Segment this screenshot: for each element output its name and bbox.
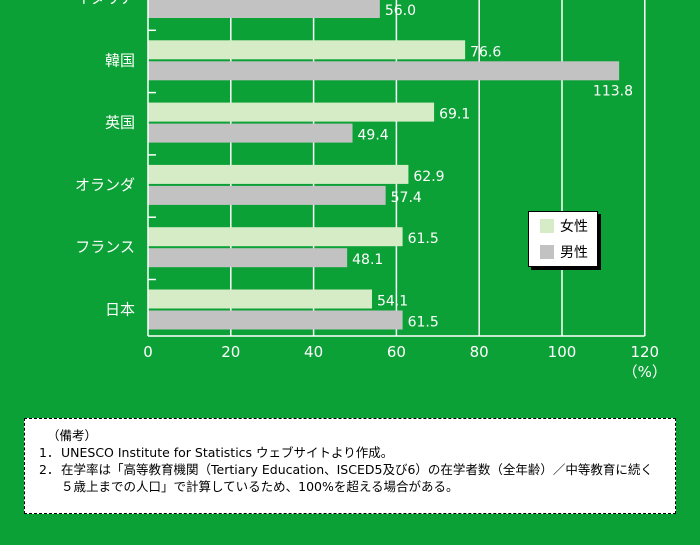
x-unit-label: （%）: [623, 363, 667, 381]
value-label-male-1: 113.8: [593, 83, 633, 99]
bar-female-4: [148, 227, 403, 247]
bar-female-5: [148, 289, 372, 309]
category-label-3: オランダ: [75, 176, 135, 194]
value-label-male-0: 56.0: [385, 3, 416, 19]
bar-female-3: [148, 164, 409, 184]
value-label-male-5: 61.5: [408, 315, 439, 331]
category-label-2: 英国: [105, 114, 135, 132]
notes-header: （備考）: [47, 428, 98, 443]
x-tick-label-60: 60: [387, 343, 406, 361]
bar-male-1: [148, 61, 620, 81]
bar-male-5: [148, 310, 403, 330]
value-label-male-3: 57.4: [391, 190, 422, 206]
bar-male-4: [148, 248, 348, 268]
notes-box: （備考） 1． UNESCO Institute for Statistics …: [24, 418, 676, 514]
x-tick-label-120: 120: [630, 343, 659, 361]
legend-swatch-male: [540, 245, 554, 259]
legend-label-male: 男性: [560, 245, 588, 261]
bar-male-3: [148, 185, 386, 205]
value-label-male-2: 49.4: [358, 128, 389, 144]
category-label-5: 日本: [105, 301, 135, 319]
x-tick-label-0: 0: [143, 343, 153, 361]
value-label-female-2: 69.1: [439, 107, 470, 123]
legend: 女性 男性: [528, 211, 598, 267]
note-item-1: 1． UNESCO Institute for Statistics ウェブサイ…: [39, 444, 661, 461]
value-label-female-5: 54.1: [377, 294, 408, 310]
note-number-1: 1．: [39, 445, 60, 460]
legend-swatch-female: [540, 219, 554, 233]
value-label-male-4: 48.1: [352, 252, 383, 268]
legend-label-female: 女性: [560, 219, 588, 235]
bar-male-0: [148, 0, 380, 18]
note-number-2: 2．: [39, 462, 60, 477]
x-tick-label-40: 40: [304, 343, 323, 361]
category-label-4: フランス: [75, 238, 135, 256]
note-text-1: UNESCO Institute for Statistics ウェブサイトより…: [61, 445, 394, 460]
category-label-0: イタリア: [76, 0, 135, 7]
value-label-female-1: 76.6: [470, 44, 501, 60]
x-tick-label-20: 20: [221, 343, 240, 361]
note-text-2: 在学率は「高等教育機関（Tertiary Education、ISCED5及び6…: [61, 462, 653, 494]
bar-male-2: [148, 123, 353, 143]
bar-chart: 56.0 イタリア 76.6 113.8 韓国 69.1 49.4 英国 62.9 57.4 オラン…: [75, 0, 667, 381]
bar-female-1: [148, 40, 466, 60]
x-tick-label-100: 100: [548, 343, 577, 361]
value-label-female-3: 62.9: [413, 169, 444, 185]
category-label-1: 韓国: [105, 51, 135, 69]
value-label-female-4: 61.5: [408, 231, 439, 247]
x-tick-label-80: 80: [470, 343, 489, 361]
legend-item-male: 男性: [529, 240, 597, 264]
bar-female-2: [148, 102, 435, 122]
legend-item-female: 女性: [529, 214, 597, 238]
note-item-2: 2． 在学率は「高等教育機関（Tertiary Education、ISCED5…: [39, 461, 661, 495]
